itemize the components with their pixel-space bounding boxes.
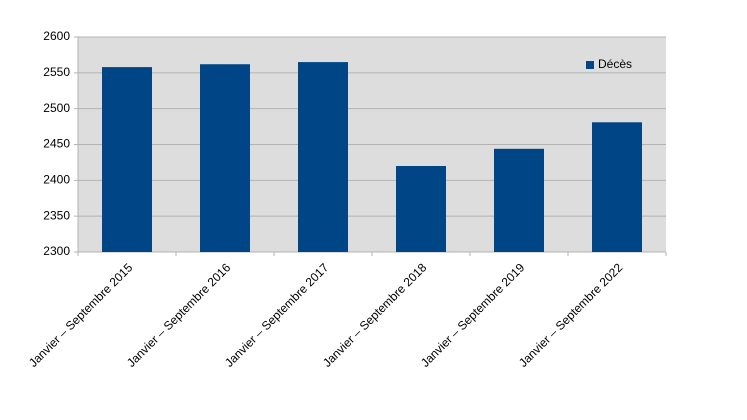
y-tick-label: 2450 <box>43 137 70 151</box>
x-tick-label: Janvier – Septembre 2015 <box>26 260 136 370</box>
bar <box>200 64 250 252</box>
x-tick-label: Janvier – Septembre 2018 <box>320 260 430 370</box>
bar <box>298 62 348 253</box>
legend-label: Décès <box>598 57 632 71</box>
y-tick-label: 2300 <box>43 244 70 258</box>
x-tick-label: Janvier – Septembre 2016 <box>124 260 234 370</box>
y-tick-label: 2400 <box>43 173 70 187</box>
x-tick-label: Janvier – Septembre 2017 <box>222 260 332 370</box>
bar <box>592 122 642 253</box>
bar <box>396 166 446 252</box>
x-tick-label: Janvier – Septembre 2022 <box>516 260 626 370</box>
y-tick-label: 2350 <box>43 208 70 222</box>
y-tick-label: 2500 <box>43 101 70 115</box>
y-tick-label: 2550 <box>43 65 70 79</box>
legend-swatch <box>586 61 594 69</box>
y-tick-label: 2600 <box>43 29 70 43</box>
x-tick-label: Janvier – Septembre 2019 <box>418 260 528 370</box>
bar <box>102 67 152 252</box>
bar <box>494 148 544 252</box>
